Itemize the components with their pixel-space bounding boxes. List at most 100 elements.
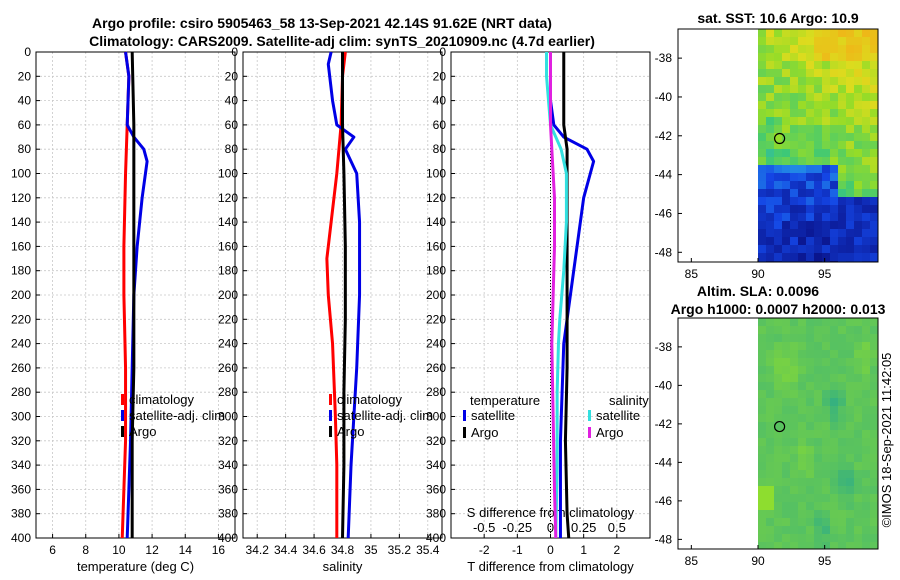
map-cell: [822, 101, 831, 110]
map-cell: [766, 125, 775, 134]
imos-watermark: ©IMOS 18-Sep-2021 11:42:05: [879, 353, 894, 528]
map-cell: [790, 221, 799, 230]
x-axis-label: temperature (deg C): [77, 559, 194, 574]
x2-tick-label: -0.25: [503, 520, 533, 535]
y-tick-label: 180: [426, 264, 446, 278]
map-cell: [790, 526, 799, 535]
map-cell: [838, 462, 847, 471]
map-cell: [870, 430, 879, 439]
map-cell: [838, 197, 847, 206]
map-cell: [830, 149, 839, 158]
y-tick-label: 240: [426, 337, 446, 351]
map-cell: [758, 486, 767, 495]
map-cell: [822, 125, 831, 134]
y-tick-label: 360: [218, 482, 238, 496]
map-cell: [814, 430, 823, 439]
map-cell: [830, 173, 839, 182]
map-cell: [774, 141, 783, 150]
map-cell: [814, 438, 823, 447]
map-cell: [758, 77, 767, 86]
y-tick-label: 200: [218, 288, 238, 302]
map-cell: [814, 157, 823, 166]
map-cell: [798, 414, 807, 423]
legend-swatch: [121, 410, 124, 421]
x2-tick-label: 0.5: [608, 520, 626, 535]
map-cell: [774, 173, 783, 182]
map-cell: [758, 149, 767, 158]
x-tick-label: 1: [580, 543, 587, 557]
map-cell: [830, 133, 839, 142]
x-tick-label: 12: [145, 543, 159, 557]
legend-entry: satellite-adj. clim: [337, 408, 433, 423]
map-cell: [766, 446, 775, 455]
map-cell: [806, 462, 815, 471]
map-cell: [854, 205, 863, 214]
map-cell: [782, 213, 791, 222]
map-cell: [798, 61, 807, 70]
map-cell: [790, 430, 799, 439]
map-cell: [782, 398, 791, 407]
map-cell: [766, 358, 775, 367]
y-tick-label: 300: [11, 410, 31, 424]
temperature-panel: 0204060801001201401601802002202402602803…: [11, 45, 236, 574]
map-cell: [758, 101, 767, 110]
map-cell: [766, 101, 775, 110]
map-cell: [806, 486, 815, 495]
map-x-tick-label: 90: [751, 554, 765, 568]
map-cell: [774, 101, 783, 110]
map-cell: [774, 526, 783, 535]
map-cell: [814, 213, 823, 222]
map-cell: [782, 221, 791, 230]
map-frame: [677, 317, 879, 550]
map-cell: [782, 229, 791, 238]
map-cell: [790, 205, 799, 214]
map-cell: [774, 374, 783, 383]
map-cell: [766, 398, 775, 407]
map-cell: [774, 502, 783, 511]
map-cell: [782, 141, 791, 150]
map-cell: [806, 117, 815, 126]
map-cell: [790, 366, 799, 375]
y-tick-label: 0: [439, 45, 446, 59]
map-cell: [782, 253, 791, 262]
map-cell: [830, 165, 839, 174]
map-cell: [790, 45, 799, 54]
map-cell: [790, 109, 799, 118]
map-cell: [846, 414, 855, 423]
map-cell: [862, 205, 871, 214]
map-cell: [782, 326, 791, 335]
y-tick-label: 380: [218, 507, 238, 521]
legend-swatch: [329, 394, 332, 405]
map-cell: [790, 77, 799, 86]
map-cell: [830, 29, 839, 38]
map-cell: [854, 358, 863, 367]
map-cell: [814, 398, 823, 407]
map-cell: [774, 117, 783, 126]
map-cell: [798, 149, 807, 158]
map-cell: [766, 245, 775, 254]
map-cell: [814, 534, 823, 543]
map-cell: [814, 133, 823, 142]
map-cell: [862, 526, 871, 535]
map-cell: [862, 165, 871, 174]
map-cell: [854, 510, 863, 519]
map-cell: [814, 486, 823, 495]
map-cell: [822, 37, 831, 46]
map-cell: [838, 502, 847, 511]
y-tick-label: 160: [426, 239, 446, 253]
map-cell: [766, 53, 775, 62]
map-cell: [782, 462, 791, 471]
map-cell: [782, 334, 791, 343]
map-cell: [790, 406, 799, 415]
map-cell: [758, 205, 767, 214]
map-cell: [806, 125, 815, 134]
map-cell: [814, 502, 823, 511]
y-tick-label: 140: [426, 215, 446, 229]
y-tick-label: 60: [433, 118, 447, 132]
map-cell: [822, 133, 831, 142]
map-cell: [766, 29, 775, 38]
map-cell: [846, 494, 855, 503]
x-tick-label: 34.8: [331, 543, 355, 557]
y-tick-label: 340: [11, 458, 31, 472]
map-cell: [822, 526, 831, 535]
